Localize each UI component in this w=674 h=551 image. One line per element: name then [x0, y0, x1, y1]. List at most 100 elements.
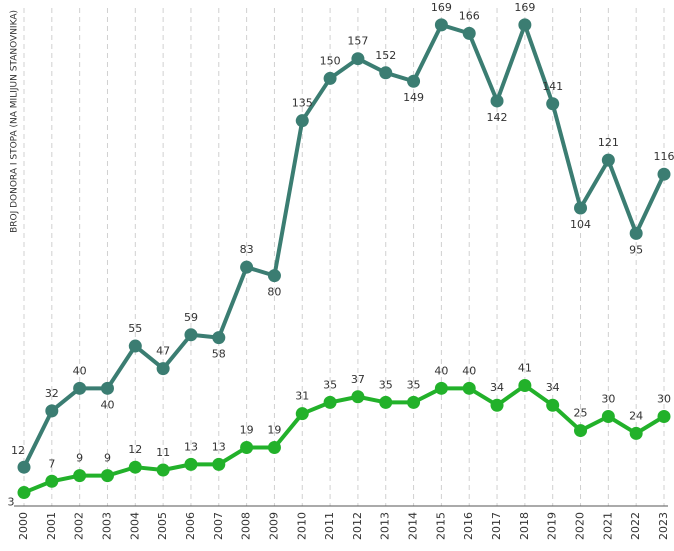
data-label: 169 — [514, 1, 535, 14]
data-label: 35 — [323, 378, 337, 391]
data-label: 35 — [407, 378, 421, 391]
data-label: 59 — [184, 311, 198, 324]
marker — [212, 331, 226, 345]
data-label: 37 — [351, 373, 365, 386]
marker — [546, 398, 560, 412]
marker — [601, 153, 615, 167]
marker — [323, 395, 337, 409]
x-tick-label: 2020 — [574, 512, 587, 540]
marker — [240, 260, 254, 274]
x-tick-label: 2003 — [100, 512, 113, 540]
data-label: 12 — [11, 444, 25, 457]
data-label: 169 — [431, 1, 452, 14]
series-line — [23, 383, 666, 495]
data-label: 31 — [295, 390, 309, 403]
marker — [240, 440, 254, 454]
data-label: 19 — [240, 423, 254, 436]
data-label: 24 — [629, 409, 643, 422]
x-tick-label: 2011 — [323, 512, 336, 540]
x-tick-label: 2016 — [462, 512, 475, 540]
data-label: 121 — [598, 136, 619, 149]
x-tick-label: 2007 — [212, 512, 225, 540]
marker — [574, 424, 588, 438]
marker — [379, 395, 393, 409]
data-label: 13 — [184, 440, 198, 453]
data-label: 35 — [379, 378, 393, 391]
marker — [462, 381, 476, 395]
data-label: 40 — [73, 364, 87, 377]
marker — [657, 167, 671, 181]
data-label: 152 — [375, 49, 396, 62]
marker — [351, 52, 365, 66]
marker — [629, 426, 643, 440]
x-tick-label: 2022 — [629, 512, 642, 540]
data-label: 30 — [657, 392, 671, 405]
data-label: 80 — [267, 286, 281, 299]
marker — [574, 201, 588, 215]
x-tick-label: 2012 — [351, 512, 364, 540]
x-tick-label: 2017 — [490, 512, 503, 540]
marker — [490, 94, 504, 108]
x-tick-label: 2008 — [240, 512, 253, 540]
marker — [156, 463, 170, 477]
data-label: 40 — [100, 398, 114, 411]
data-label: 83 — [240, 243, 254, 256]
data-label: 11 — [156, 446, 170, 459]
series-line — [22, 22, 666, 469]
data-label: 141 — [542, 80, 563, 93]
x-tick-label: 2000 — [17, 512, 30, 540]
marker — [73, 469, 87, 483]
data-label: 104 — [570, 218, 591, 231]
marker — [17, 460, 31, 474]
marker — [45, 404, 59, 418]
marker — [657, 409, 671, 423]
marker — [128, 460, 142, 474]
marker — [17, 486, 31, 500]
data-label: 40 — [434, 364, 448, 377]
data-label: 41 — [518, 361, 532, 374]
x-tick-label: 2002 — [73, 512, 86, 540]
data-label: 150 — [320, 54, 341, 67]
x-tick-label: 2001 — [45, 512, 58, 540]
x-tick-label: 2023 — [657, 512, 670, 540]
marker — [156, 362, 170, 376]
marker — [462, 26, 476, 40]
data-label: 149 — [403, 91, 424, 104]
data-label: 135 — [292, 97, 313, 110]
x-tick-label: 2005 — [156, 512, 169, 540]
marker — [518, 378, 532, 392]
x-tick-label: 2014 — [407, 512, 420, 540]
data-label: 34 — [490, 381, 504, 394]
data-label: 30 — [601, 392, 615, 405]
x-tick-label: 2015 — [434, 512, 447, 540]
data-label: 34 — [546, 381, 560, 394]
y-axis-label: BROJ DONORA I STOPA (NA MILIJUN STANOVNI… — [10, 10, 20, 233]
data-label: 12 — [128, 443, 142, 456]
marker — [267, 269, 281, 283]
data-label: 13 — [212, 440, 226, 453]
data-label: 95 — [629, 243, 643, 256]
marker — [267, 440, 281, 454]
marker — [601, 409, 615, 423]
data-label: 116 — [654, 150, 674, 163]
marker — [128, 339, 142, 353]
marker — [434, 381, 448, 395]
data-label: 142 — [487, 111, 508, 124]
marker — [490, 398, 504, 412]
data-label: 58 — [212, 348, 226, 361]
data-label: 9 — [104, 452, 111, 465]
marker — [100, 381, 114, 395]
marker — [184, 457, 198, 471]
x-tick-label: 2018 — [518, 512, 531, 540]
marker — [351, 390, 365, 404]
x-tick-label: 2013 — [379, 512, 392, 540]
x-tick-label: 2006 — [184, 512, 197, 540]
data-label: 25 — [574, 407, 588, 420]
data-label: 47 — [156, 345, 170, 358]
x-tick-label: 2010 — [295, 512, 308, 540]
marker — [73, 381, 87, 395]
data-label: 40 — [462, 364, 476, 377]
data-label: 19 — [267, 423, 281, 436]
marker — [45, 474, 59, 488]
